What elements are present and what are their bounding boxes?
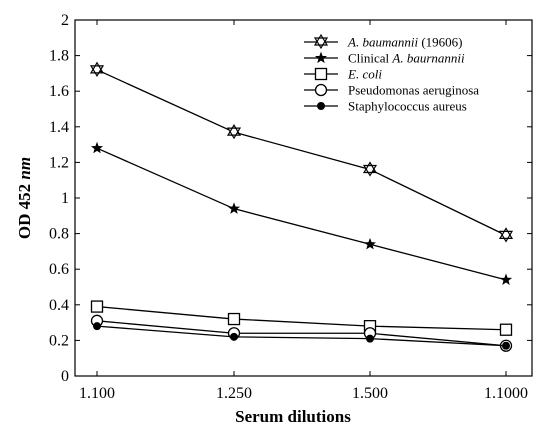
marker-triangle-up	[362, 161, 378, 174]
legend-label: Pseudomonas aeruginosa	[348, 83, 479, 98]
marker-star	[227, 202, 241, 214]
marker-star-triangle	[226, 123, 242, 140]
marker-circle-open	[314, 83, 328, 97]
series-2	[90, 300, 513, 336]
series-1	[90, 141, 513, 286]
x-axis: 1.100 1.250 1.500 1.1000	[79, 20, 528, 402]
marker-square	[314, 67, 328, 81]
y-tick-label: 0.6	[49, 261, 69, 278]
y-tick-label: 1.6	[49, 83, 69, 100]
y-tick-label: 0.8	[49, 226, 69, 243]
legend-item: Pseudomonas aeruginosa	[304, 83, 479, 98]
y-axis-title-unit: nm	[15, 157, 34, 180]
marker-triangle-up	[498, 227, 514, 239]
y-axis-title-prefix: OD 452	[15, 180, 34, 240]
legend-item: Staphylococcus aureus	[304, 99, 467, 114]
marker-star	[90, 141, 104, 154]
legend-label-suffix: (19606)	[418, 35, 462, 50]
series-line	[96, 325, 507, 347]
legend-item: E. coli	[304, 67, 382, 82]
legend-item: A. baumannii (19606)	[304, 33, 462, 50]
legend-label-main: A. baumannii	[347, 35, 418, 50]
marker-triangle-up	[89, 61, 105, 74]
marker-star-triangle	[89, 61, 105, 78]
y-axis-title: OD 452 nm	[15, 157, 34, 239]
legend-item: Clinical A. baurnannii	[304, 51, 465, 66]
legend-label: A. baumannii (19606)	[347, 35, 462, 50]
x-tick-label: 1.500	[352, 385, 388, 402]
series-4	[93, 322, 510, 350]
y-tick-label: 0	[61, 368, 69, 385]
legend-label-prefix: Clinical	[348, 51, 392, 66]
legend-label-main: Staphylococcus aureus	[348, 99, 467, 114]
legend-label-main: Pseudomonas aeruginosa	[348, 83, 479, 98]
series-line	[96, 69, 507, 236]
marker-square	[227, 312, 241, 326]
x-axis-title: Serum dilutions	[235, 407, 351, 426]
marker-triangle-up	[226, 123, 242, 136]
marker-star	[499, 273, 513, 286]
legend-label: E. coli	[347, 67, 382, 82]
y-tick-label: 1.4	[49, 119, 69, 136]
legend-label: Staphylococcus aureus	[348, 99, 467, 114]
y-tick-label: 2	[61, 12, 69, 29]
marker-square	[499, 323, 513, 336]
series-3	[90, 314, 513, 352]
y-tick-label: 1.8	[49, 48, 69, 65]
marker-star	[314, 51, 328, 64]
marker-circle-filled	[317, 102, 325, 110]
y-axis: 0 0.2 0.4 0.6 0.8 1 1.2 1.4 1.6 1.8 2	[49, 12, 532, 385]
series-line	[96, 320, 507, 347]
marker-circle-filled	[366, 334, 374, 343]
marker-star-triangle	[313, 33, 329, 50]
marker-circle-filled	[230, 332, 238, 341]
marker-circle-filled	[93, 322, 101, 331]
legend-label-main: A. baurnannii	[391, 51, 465, 66]
marker-star-triangle	[498, 227, 514, 243]
x-tick-label: 1.1000	[484, 385, 528, 402]
marker-star	[363, 237, 377, 250]
y-tick-label: 0.4	[49, 297, 69, 314]
plot-area	[89, 61, 514, 352]
marker-triangle-up	[313, 33, 329, 46]
marker-star-triangle	[362, 161, 378, 177]
legend-label-main: E. coli	[347, 67, 382, 82]
x-tick-label: 1.250	[216, 385, 252, 402]
legend: A. baumannii (19606)Clinical A. baurnann…	[300, 33, 517, 120]
y-tick-label: 0.2	[49, 332, 69, 349]
y-tick-label: 1	[61, 190, 69, 207]
legend-label: Clinical A. baurnannii	[348, 51, 465, 66]
y-tick-label: 1.2	[49, 154, 69, 171]
series-0	[89, 61, 514, 243]
marker-square	[90, 300, 104, 313]
x-tick-label: 1.100	[79, 385, 115, 402]
series-line	[96, 147, 507, 281]
series-line	[96, 305, 507, 331]
marker-circle-filled	[502, 341, 510, 350]
